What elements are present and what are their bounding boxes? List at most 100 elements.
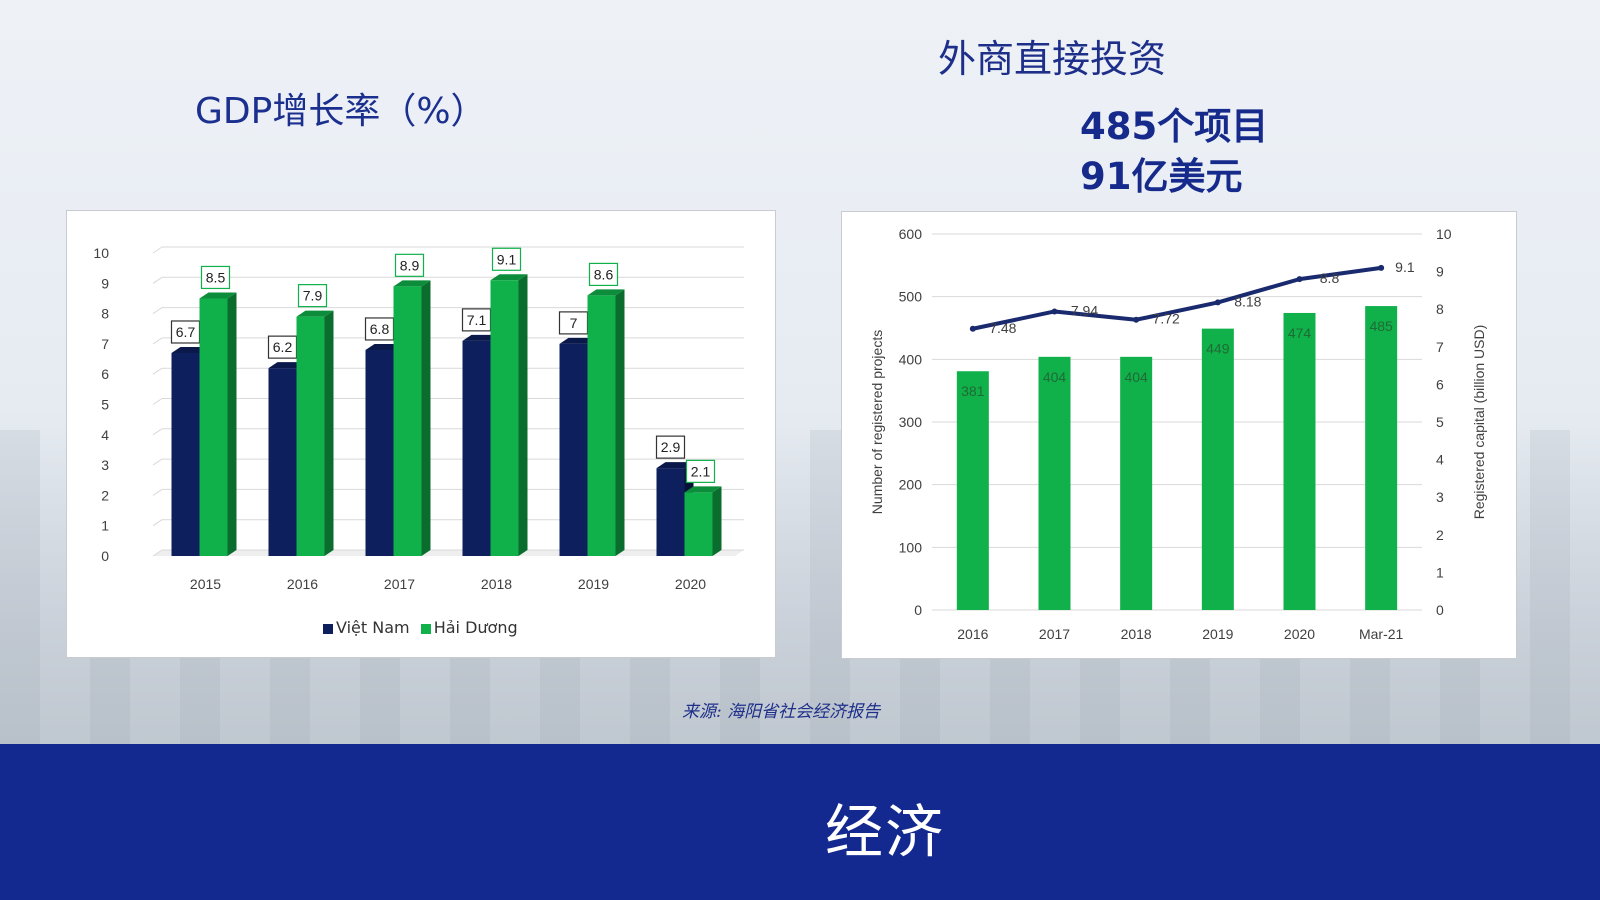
x-tick-label: 2018 — [1121, 626, 1152, 642]
y-tick-label: 1 — [101, 518, 109, 534]
gdp-chart: 0 1 2 3 4 5 6 7 8 9 10 6.7 8.5 2015 6.2 7.9 2016 6.8 8.9 20… — [93, 245, 744, 592]
bar-top — [171, 346, 209, 353]
x-tick-label: 2015 — [190, 576, 221, 592]
bar-side — [712, 486, 722, 556]
gridline-depth — [152, 367, 163, 375]
data-label: 9.1 — [497, 251, 517, 267]
bar — [365, 349, 394, 556]
line-point — [1051, 308, 1058, 315]
data-label: 7.9 — [303, 288, 323, 304]
y-tick-label: 5 — [101, 397, 109, 413]
bar — [1201, 328, 1234, 610]
line-data-label: 7.48 — [989, 320, 1016, 336]
bar-side — [324, 310, 334, 556]
bar-side — [227, 292, 237, 556]
gridline-depth — [152, 246, 163, 254]
line-data-label: 8.8 — [1320, 270, 1340, 286]
bar-top — [559, 337, 597, 344]
bar-top — [365, 343, 403, 350]
bar — [1283, 312, 1316, 610]
y-tick-label: 3 — [101, 457, 109, 473]
data-label: 2.1 — [691, 463, 711, 479]
bar — [393, 286, 422, 556]
bar-top — [268, 362, 306, 369]
bar-side — [518, 274, 528, 556]
x-tick-label: 2019 — [578, 576, 609, 592]
y-tick-label: 9 — [101, 275, 109, 291]
y-right-tick-label: 10 — [1436, 226, 1452, 242]
data-label: 7 — [570, 315, 578, 331]
data-label: 6.7 — [176, 324, 196, 340]
y-left-tick-label: 0 — [914, 602, 922, 618]
data-label: 8.9 — [400, 257, 420, 273]
bar — [199, 298, 228, 556]
line-data-label: 7.94 — [1071, 302, 1098, 318]
bar — [656, 468, 685, 556]
line-point — [1296, 276, 1303, 283]
line-point — [1214, 299, 1221, 306]
bar-top — [587, 289, 625, 296]
y-tick-label: 2 — [101, 487, 109, 503]
y-right-tick-label: 8 — [1436, 301, 1444, 317]
bar-top — [393, 280, 431, 287]
legend-label-haiduong: Hải Dương — [433, 618, 518, 637]
chart-floor — [153, 550, 744, 556]
data-label: 6.8 — [370, 321, 390, 337]
bar-data-label: 381 — [961, 383, 985, 399]
data-label-box — [200, 265, 231, 290]
gdp-legend: Việt Nam Hải Dương — [317, 618, 518, 637]
bar — [296, 316, 325, 556]
fdi-capital-stat: 91亿美元 — [1080, 155, 1243, 198]
bar-top — [490, 274, 528, 281]
x-tick-label: 2017 — [1039, 626, 1070, 642]
data-label: 6.2 — [273, 339, 293, 355]
line-series — [972, 265, 1382, 331]
bar-top — [462, 334, 500, 341]
bar-top — [296, 310, 334, 317]
y-left-tick-label: 100 — [899, 539, 923, 555]
data-label-box — [655, 435, 686, 459]
bar-top — [656, 462, 694, 469]
y-tick-label: 6 — [101, 366, 109, 382]
bar — [171, 352, 200, 556]
y-left-tick-label: 600 — [899, 226, 923, 242]
bar — [587, 295, 616, 556]
data-label-box — [297, 284, 328, 308]
gridline-depth — [152, 458, 163, 466]
y-tick-label: 10 — [93, 245, 109, 261]
gridline-depth — [152, 398, 163, 405]
footer-title: 经济 — [824, 798, 945, 866]
bar — [559, 343, 588, 556]
legend-swatch-haiduong — [420, 623, 431, 634]
y-right-tick-label: 4 — [1436, 452, 1444, 468]
line-data-label: 8.18 — [1234, 293, 1261, 309]
y-right-tick-label: 2 — [1436, 527, 1444, 543]
y-right-tick-label: 0 — [1436, 602, 1444, 618]
bar-data-label: 485 — [1369, 318, 1393, 334]
gridline-depth — [152, 428, 163, 436]
line-point — [969, 325, 976, 332]
x-tick-label: Mar-21 — [1359, 626, 1404, 642]
bar-side — [421, 280, 431, 556]
bar — [490, 280, 519, 556]
bar-data-label: 404 — [1124, 369, 1148, 385]
bar-data-label: 474 — [1288, 325, 1312, 341]
x-tick-label: 2020 — [675, 576, 706, 592]
x-tick-label: 2018 — [481, 576, 512, 592]
data-label: 8.6 — [594, 266, 614, 282]
y-left-axis-title: Number of registered projects — [869, 330, 885, 514]
gridline-depth — [152, 519, 163, 527]
bar-top — [199, 292, 237, 299]
line-point — [1378, 264, 1385, 271]
gdp-chart-panel: 0 1 2 3 4 5 6 7 8 9 10 6.7 8.5 2015 6.2 7.9 2016 6.8 8.9 20… — [66, 210, 776, 658]
y-right-tick-label: 5 — [1436, 414, 1444, 430]
bar-data-label: 449 — [1206, 341, 1230, 357]
data-label-box — [588, 262, 619, 287]
y-tick-label: 0 — [101, 548, 109, 564]
y-right-tick-label: 7 — [1436, 339, 1444, 355]
bar — [1120, 356, 1153, 610]
y-left-tick-label: 400 — [899, 351, 923, 367]
x-tick-label: 2016 — [957, 626, 988, 642]
line-point — [1133, 316, 1140, 323]
bar — [1038, 356, 1071, 610]
